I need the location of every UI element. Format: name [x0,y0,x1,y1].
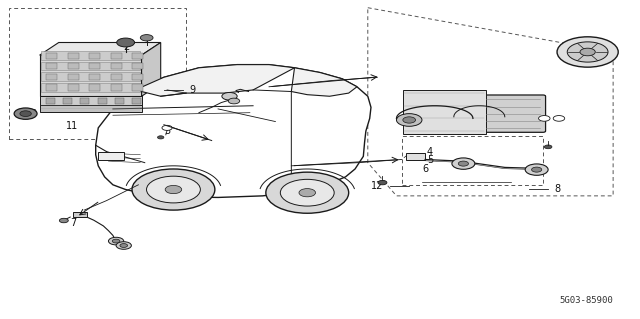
Bar [132,84,143,91]
Bar [89,53,100,59]
Circle shape [544,145,552,149]
Circle shape [452,158,475,169]
Circle shape [580,48,595,56]
Polygon shape [41,51,140,60]
Bar [67,63,79,70]
Circle shape [120,244,127,248]
Circle shape [299,189,316,197]
Text: 4: 4 [427,147,433,157]
Polygon shape [291,68,357,96]
Bar [132,53,143,59]
Polygon shape [368,8,613,196]
Bar [89,74,100,80]
Circle shape [222,93,237,100]
Circle shape [567,42,608,62]
Polygon shape [141,42,161,96]
Bar [111,74,122,80]
Bar [73,212,87,217]
Text: 3: 3 [164,126,170,136]
Circle shape [108,237,124,245]
Polygon shape [41,72,140,81]
Circle shape [60,218,68,223]
Bar [46,53,58,59]
Circle shape [403,117,415,123]
Text: 12: 12 [371,182,384,191]
Bar [67,84,79,91]
Bar [111,63,122,70]
Circle shape [14,108,37,119]
Text: 10: 10 [26,109,38,119]
Bar [132,63,143,70]
FancyBboxPatch shape [480,95,545,132]
Circle shape [116,38,134,47]
Text: 5G03-85900: 5G03-85900 [559,296,613,305]
Bar [67,74,79,80]
Bar [46,99,55,104]
Polygon shape [41,62,140,70]
Text: 5: 5 [427,154,433,165]
Bar [46,84,58,91]
Bar [111,53,122,59]
Text: 2: 2 [123,42,129,52]
Circle shape [266,172,349,213]
Bar [89,84,100,91]
Bar [111,84,122,91]
Bar [132,74,143,80]
Circle shape [532,167,541,172]
Circle shape [20,111,31,116]
Circle shape [165,185,182,194]
Circle shape [378,180,387,185]
Polygon shape [403,90,486,134]
Circle shape [162,125,172,130]
Circle shape [525,164,548,175]
Bar [132,99,141,104]
Polygon shape [135,65,294,96]
Polygon shape [9,8,186,139]
Circle shape [132,169,215,210]
Circle shape [539,115,550,121]
Circle shape [112,239,120,243]
Bar [89,63,100,70]
Polygon shape [40,96,141,106]
Circle shape [557,37,618,67]
Text: 1: 1 [143,35,150,45]
Text: 11: 11 [67,121,79,131]
Polygon shape [401,136,543,185]
Polygon shape [40,42,161,55]
Bar [63,99,72,104]
Circle shape [147,176,200,203]
Polygon shape [40,105,141,112]
Circle shape [157,136,164,139]
Bar [406,152,425,160]
Circle shape [458,161,468,166]
Bar [115,99,124,104]
Text: 6: 6 [422,164,428,174]
Circle shape [116,242,131,249]
Bar [46,74,58,80]
Bar [99,152,124,160]
Circle shape [553,115,564,121]
Polygon shape [41,83,140,92]
Circle shape [396,114,422,126]
Polygon shape [96,65,371,197]
Polygon shape [40,55,141,96]
Text: 9: 9 [189,85,195,95]
Text: 7: 7 [70,218,77,228]
Bar [67,53,79,59]
Circle shape [140,34,153,41]
Bar [46,63,58,70]
Circle shape [280,179,334,206]
Circle shape [228,98,240,104]
Bar [81,99,90,104]
Bar [98,99,106,104]
Text: 8: 8 [554,184,561,194]
